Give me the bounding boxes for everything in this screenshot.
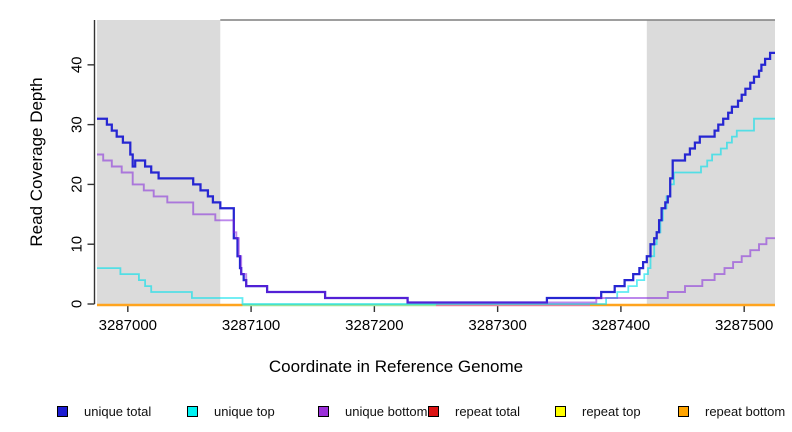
x-tick-label: 3287300 [468, 317, 526, 334]
series-unique-top-line [97, 117, 775, 305]
x-tick-label: 3287400 [592, 317, 650, 334]
legend-swatch-repeat-bottom [678, 405, 689, 417]
x-tick-label: 3287500 [715, 317, 773, 334]
legend-label: unique bottom [345, 403, 428, 419]
series-unique-total-line [97, 51, 775, 304]
legend-item-repeat-total: repeat total [428, 400, 520, 422]
legend-label: unique total [84, 403, 152, 419]
legend-swatch-unique-top [187, 405, 198, 417]
series-unique-bottom-line [97, 153, 775, 304]
legend-swatch-repeat-total [428, 405, 439, 417]
y-tick-label: 30 [69, 116, 86, 133]
y-tick-label: 40 [69, 56, 86, 73]
legend-label: unique top [214, 403, 275, 419]
legend-swatch-unique-bottom [318, 405, 329, 417]
x-axis-title: Coordinate in Reference Genome [268, 357, 524, 376]
legend-item-repeat-bottom: repeat bottom [678, 400, 785, 422]
y-axis-title: Read Coverage Depth [27, 77, 46, 247]
legend: unique total unique top unique bottom repea… [0, 400, 792, 424]
legend-item-unique-bottom: unique bottom [318, 400, 427, 422]
x-tick-label: 3287100 [222, 317, 280, 334]
legend-label: repeat total [455, 403, 521, 419]
legend-label: repeat top [582, 403, 641, 419]
legend-item-repeat-top: repeat top [555, 400, 641, 422]
legend-swatch-unique-total [57, 405, 68, 417]
x-tick-label: 3287000 [99, 317, 157, 334]
legend-swatch-repeat-top [555, 405, 566, 417]
x-tick-label: 3287200 [345, 317, 403, 334]
legend-item-unique-top: unique top [187, 400, 275, 422]
highlight-region-0 [97, 20, 221, 304]
highlight-region-1 [646, 20, 775, 304]
legend-item-unique-total: unique total [57, 400, 151, 422]
y-tick-label: 20 [69, 176, 86, 193]
y-tick-label: 10 [69, 236, 86, 253]
y-tick-label: 0 [69, 300, 86, 308]
legend-label: repeat bottom [705, 403, 786, 419]
